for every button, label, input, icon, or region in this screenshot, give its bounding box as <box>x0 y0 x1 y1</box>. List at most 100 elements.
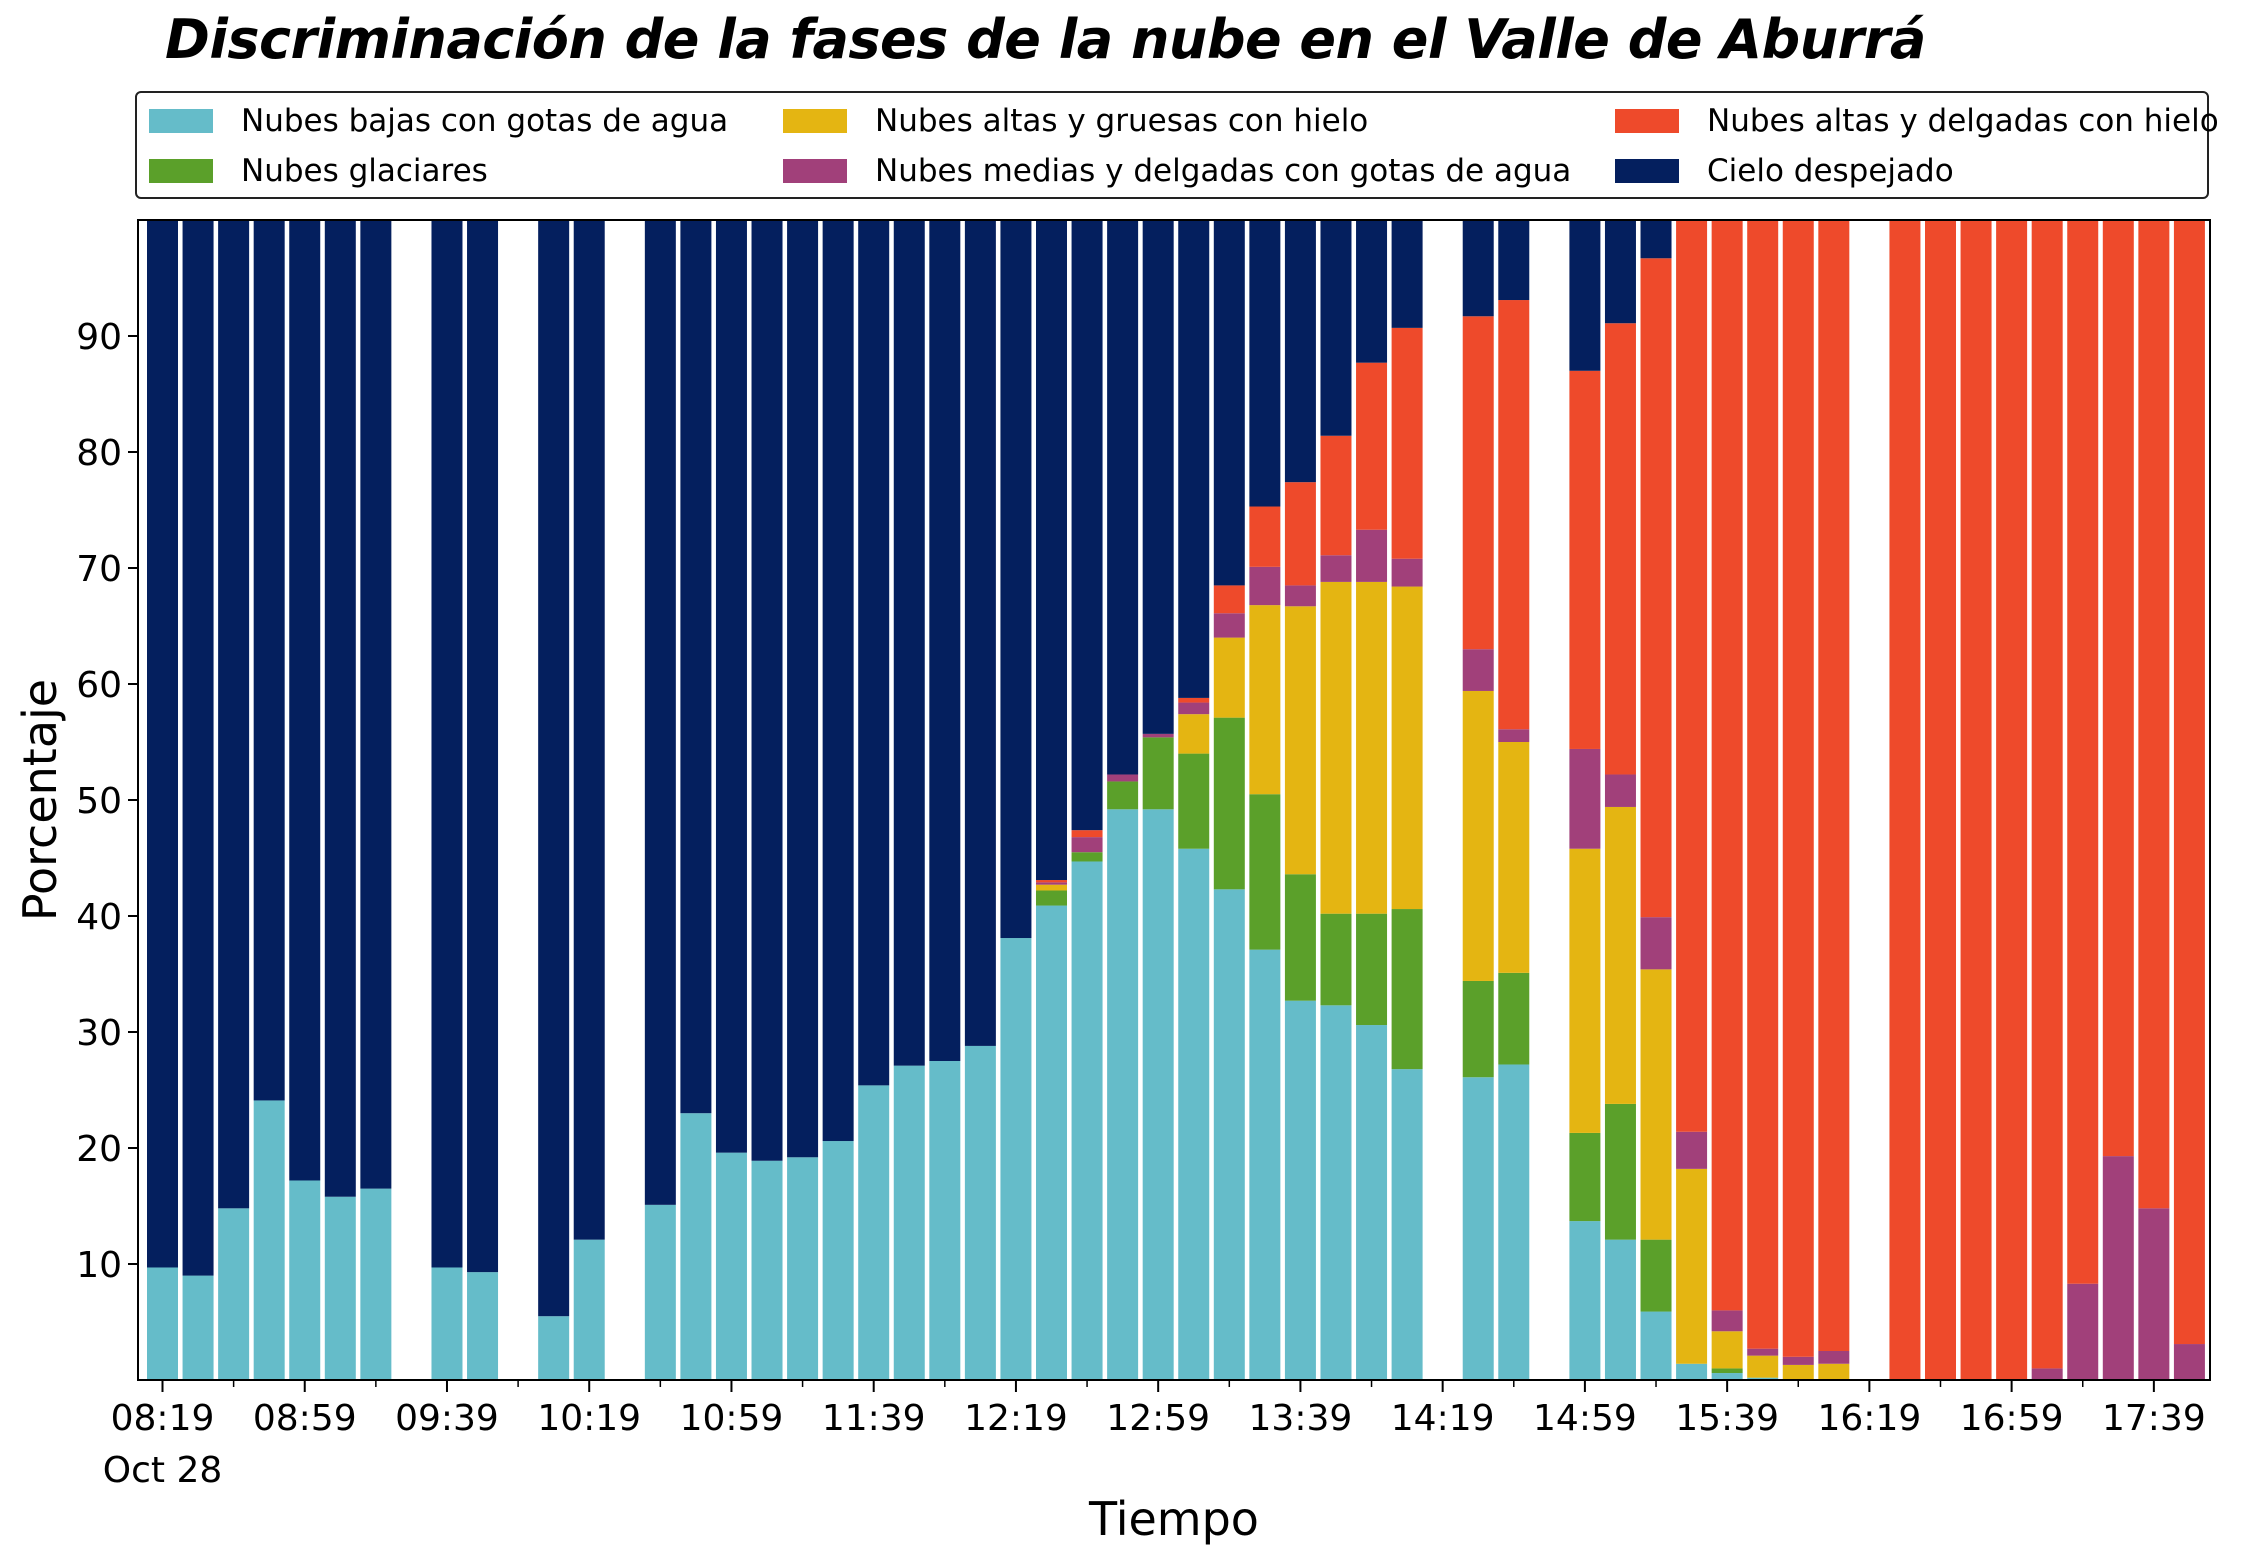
bar-segment <box>218 1208 250 1380</box>
y-tick-label: 50 <box>76 781 122 822</box>
legend-label: Nubes medias y delgadas con gotas de agu… <box>875 153 1572 189</box>
bar-segment <box>1498 220 1530 301</box>
bar-segment <box>1391 327 1423 559</box>
bar-segment <box>1071 220 1103 831</box>
bar-segment <box>1462 316 1494 650</box>
bar-segment <box>1391 909 1423 1070</box>
bar-segment <box>1747 1348 1779 1356</box>
legend-swatch-nubes-glaciares <box>149 159 213 183</box>
bar-segment <box>1107 781 1139 810</box>
bar-segment <box>1178 697 1210 703</box>
bar-segment <box>1391 220 1423 328</box>
bar-segment <box>1356 581 1388 914</box>
bar-segment <box>2031 1368 2063 1380</box>
bar-segment <box>1996 220 2028 1380</box>
bar-segment <box>1107 774 1139 782</box>
bar-segment <box>1213 889 1245 1380</box>
bar-segment <box>1284 874 1316 1001</box>
bar-segment <box>787 220 819 1158</box>
bar-segment <box>787 1157 819 1380</box>
bar-segment <box>929 1061 961 1380</box>
bar-segment <box>1818 1351 1850 1364</box>
bar-segment <box>1284 1000 1316 1380</box>
bar-segment <box>182 220 214 1276</box>
bar-segment <box>1284 482 1316 586</box>
bar-segment <box>1320 1005 1352 1380</box>
bar-segment <box>2173 1344 2205 1380</box>
bar-segment <box>1676 1131 1708 1169</box>
bar-segment <box>1604 1239 1636 1380</box>
bar-segment <box>1747 1377 1779 1380</box>
bar-segment <box>1249 949 1281 1380</box>
legend-item: Cielo despejado <box>1615 151 1954 191</box>
x-tick-label: 10:19 <box>537 1398 641 1439</box>
bar-segment <box>1036 882 1067 885</box>
bar-segment <box>1640 1311 1672 1380</box>
bar-segment <box>1284 585 1316 607</box>
bar-segment <box>1356 529 1388 582</box>
bar-segment <box>1249 794 1281 950</box>
bar-segment <box>1498 972 1530 1065</box>
bar-segment <box>1320 913 1352 1006</box>
x-tick-label: 14:59 <box>1533 1398 1637 1439</box>
bar-segment <box>2067 1283 2099 1380</box>
bar-segment <box>858 1085 890 1380</box>
y-axis-label: Porcentaje <box>13 679 67 921</box>
bar-segment <box>1462 1077 1494 1380</box>
bar-segment <box>1925 220 1956 1380</box>
bar-segment <box>1000 938 1032 1380</box>
bar-segment <box>1213 613 1245 638</box>
bar-segment <box>431 220 463 1268</box>
bar-segment <box>1569 1132 1601 1222</box>
bar-segment <box>644 220 676 1205</box>
bar-segment <box>1604 1103 1636 1240</box>
y-tick-label: 60 <box>76 665 122 706</box>
bar-segment <box>1249 506 1281 567</box>
bar-segment <box>1782 1364 1814 1380</box>
x-axis-label: Tiempo <box>1088 1492 1259 1546</box>
bar-segment <box>1498 1064 1530 1380</box>
bar-segment <box>858 220 890 1086</box>
bar-segment <box>2102 1156 2134 1380</box>
bar-segment <box>1818 1363 1850 1380</box>
x-tick-label: 08:59 <box>253 1398 357 1439</box>
bar-segment <box>1071 861 1103 1380</box>
bar-segment <box>1604 323 1636 775</box>
bar-segment <box>1391 586 1423 910</box>
x-tick-label: 16:59 <box>1960 1398 2064 1439</box>
legend-swatch-nubes-altas-delgadas <box>1615 109 1679 133</box>
bar-segment <box>1320 220 1352 436</box>
y-tick-label: 70 <box>76 549 122 590</box>
bar-segment <box>1213 717 1245 890</box>
bar-segment <box>360 220 392 1189</box>
bar-segment <box>1356 913 1388 1026</box>
bar-segment <box>1782 1356 1814 1365</box>
legend-label: Nubes altas y gruesas con hielo <box>875 103 1369 139</box>
bar-segment <box>324 1196 356 1380</box>
x-tick-label: 13:39 <box>1249 1398 1353 1439</box>
x-tick-label: 15:39 <box>1675 1398 1779 1439</box>
bar-segment <box>822 220 854 1142</box>
legend-swatch-nubes-medias <box>783 159 847 183</box>
bar-segment <box>1640 969 1672 1240</box>
bar-segment <box>751 220 783 1161</box>
bar-segment <box>680 1113 712 1380</box>
y-tick-label: 30 <box>76 1013 122 1054</box>
bar-segment <box>1213 585 1245 614</box>
bar-segment <box>1178 714 1210 754</box>
bar-segment <box>1036 884 1067 891</box>
bar-segment <box>431 1267 463 1380</box>
bars-group <box>147 220 2205 1380</box>
y-tick-label: 10 <box>76 1245 122 1286</box>
bar-segment <box>964 1045 996 1380</box>
bar-segment <box>1462 649 1494 691</box>
bar-segment <box>1142 809 1174 1380</box>
x-tick-label: 10:59 <box>680 1398 784 1439</box>
bar-segment <box>218 220 250 1209</box>
bar-segment <box>538 1316 570 1380</box>
bar-segment <box>1640 917 1672 970</box>
bar-segment <box>289 1180 321 1380</box>
bar-segment <box>751 1160 783 1380</box>
legend-label: Cielo despejado <box>1707 153 1954 189</box>
